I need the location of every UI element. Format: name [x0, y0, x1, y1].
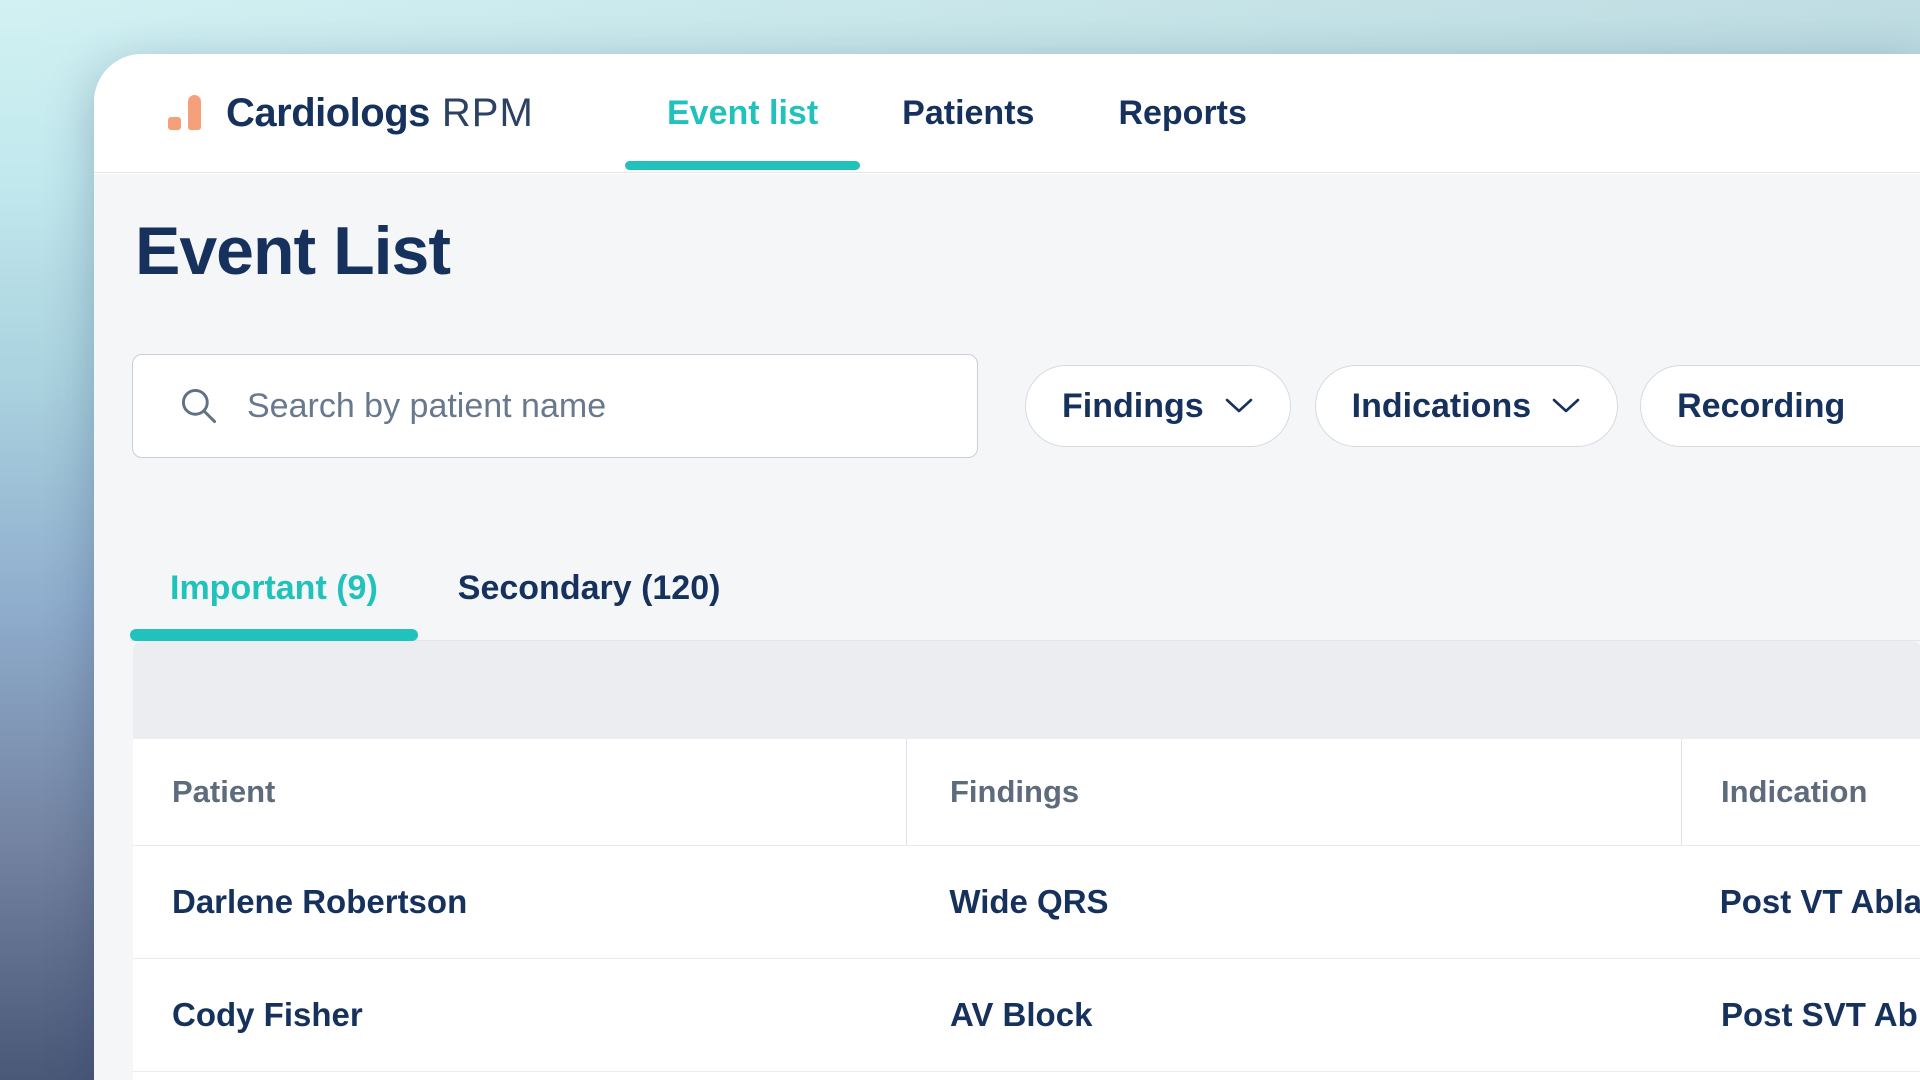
table-row[interactable]: Cody Fisher AV Block Post SVT Ab [133, 959, 1920, 1072]
brand-suffix: RPM [441, 90, 534, 135]
cell-patient: Darlene Robertson [172, 883, 468, 920]
filter-label: Indications [1351, 386, 1532, 425]
table-row[interactable]: Darlene Robertson Wide QRS Post VT Abla [133, 846, 1920, 959]
cell-indication: Post SVT Ab [1721, 996, 1918, 1033]
column-header-indication: Indication [1681, 739, 1920, 845]
cell-indication: Post VT Abla [1719, 883, 1920, 920]
table-header-row: Patient Findings Indication [133, 739, 1920, 846]
filter-findings-button[interactable]: Findings [1025, 365, 1291, 447]
search-icon [181, 388, 217, 424]
active-tab-underline [130, 629, 418, 641]
page-body: Event List Findings Indications [94, 174, 1920, 1080]
cell-patient: Cody Fisher [172, 996, 363, 1033]
nav-item-reports[interactable]: Reports [1076, 54, 1288, 172]
top-header: Cardiologs RPM Event list Patients Repor… [94, 54, 1920, 173]
search-box[interactable] [132, 354, 978, 458]
active-nav-underline [625, 161, 861, 170]
filter-recording-button[interactable]: Recording [1640, 365, 1920, 447]
nav-item-label: Event list [667, 93, 819, 132]
nav-item-patients[interactable]: Patients [860, 54, 1076, 172]
main-nav: Event list Patients Reports [625, 54, 1289, 172]
chevron-down-icon [1552, 398, 1580, 413]
logo-bar-tall [188, 95, 201, 130]
page-title: Event List [135, 213, 451, 289]
logo-bar-small [168, 117, 181, 130]
tab-important[interactable]: Important (9) [130, 536, 418, 641]
search-input[interactable] [247, 386, 947, 426]
cell-findings: Wide QRS [949, 883, 1109, 920]
nav-item-label: Reports [1118, 93, 1247, 132]
cardiologs-logo-icon [168, 95, 202, 131]
tab-secondary[interactable]: Secondary (120) [418, 536, 761, 641]
filter-label: Recording [1677, 386, 1846, 425]
column-header-patient: Patient [172, 774, 276, 809]
filter-label: Findings [1062, 386, 1204, 425]
table-toolbar [133, 641, 1920, 739]
filter-indications-button[interactable]: Indications [1314, 365, 1619, 447]
column-header-findings: Findings [906, 739, 1681, 845]
nav-item-label: Patients [902, 93, 1035, 132]
brand-name: Cardiologs [226, 90, 430, 135]
nav-item-event-list[interactable]: Event list [625, 54, 861, 172]
filter-row: Findings Indications Recording [132, 354, 1920, 458]
tab-label: Secondary (120) [457, 569, 721, 607]
chevron-down-icon [1225, 398, 1252, 413]
event-table: Patient Findings Indication Darlene Robe… [133, 641, 1920, 1080]
event-tabs: Important (9) Secondary (120) [130, 536, 1920, 641]
cell-findings: AV Block [950, 996, 1093, 1033]
app-card: Cardiologs RPM Event list Patients Repor… [94, 54, 1920, 1080]
tab-label: Important (9) [170, 569, 378, 607]
tabs-divider [130, 640, 1920, 641]
brand: Cardiologs RPM [168, 91, 534, 136]
